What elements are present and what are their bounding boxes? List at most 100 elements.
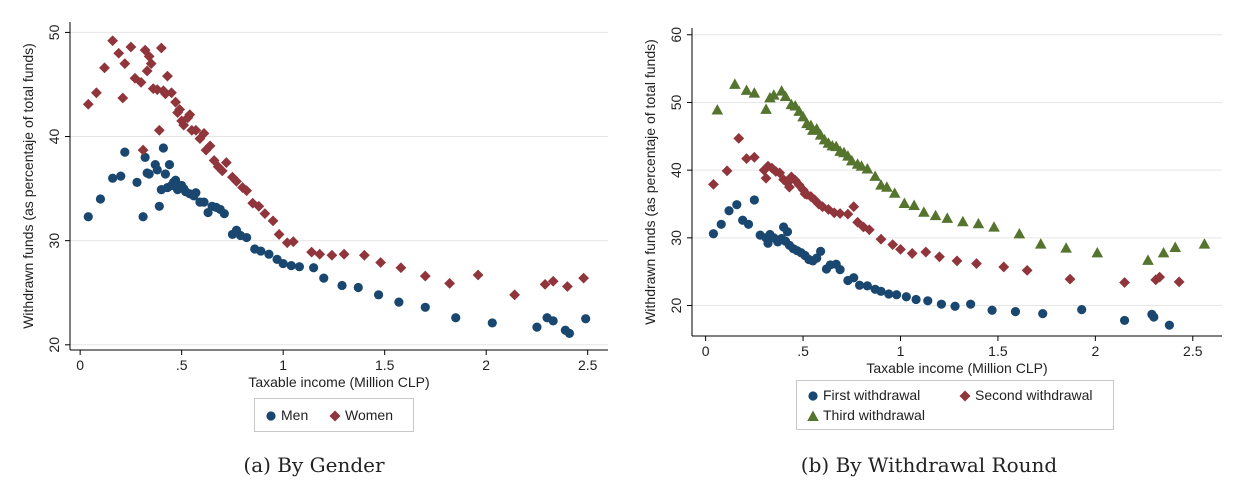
second-withdrawal-point [934, 251, 945, 263]
women-point [227, 171, 238, 183]
women-point [267, 215, 279, 227]
women-point [125, 41, 137, 53]
men-point [138, 212, 148, 222]
women-point [162, 70, 173, 82]
first-withdrawal-point [987, 305, 997, 315]
women-point [326, 249, 338, 261]
third-withdrawal-point [711, 104, 724, 115]
legend-label-women: Women [345, 407, 393, 423]
women-point [539, 279, 551, 290]
women-point [166, 87, 177, 99]
first-withdrawal-point [911, 294, 921, 305]
women-point [170, 96, 181, 108]
women-point [194, 133, 206, 145]
men-point [164, 160, 175, 170]
first-withdrawal-point [936, 299, 947, 309]
first-withdrawal-point [763, 238, 773, 248]
women-point [253, 200, 265, 212]
x-tick-label: 1 [279, 357, 287, 373]
chart-withdrawal-round: 0 .5 1 1.5 2 2.5 20 30 40 50 60 Taxable income (Mil… [642, 27, 1222, 376]
women-point [190, 124, 202, 136]
third-withdrawal-point [918, 206, 930, 217]
second-withdrawal-point [906, 248, 918, 259]
women-point [578, 272, 590, 284]
men-point [120, 147, 130, 157]
second-withdrawal-point [741, 153, 752, 165]
y-tick-label: 50 [46, 24, 62, 40]
women-point [145, 58, 157, 70]
first-withdrawal-point [1149, 312, 1159, 322]
first-withdrawal-point [854, 280, 865, 290]
second-withdrawal-point [784, 181, 795, 193]
men-point [152, 165, 162, 175]
men-point [294, 262, 305, 272]
women-point [444, 277, 456, 289]
second-withdrawal-point [1119, 277, 1130, 288]
y-tick-label: 20 [668, 298, 684, 314]
diamond-marker-icon [329, 410, 341, 422]
third-withdrawal-point [1169, 241, 1182, 252]
second-withdrawal-point [797, 184, 809, 196]
second-withdrawal-point [778, 174, 789, 186]
second-withdrawal-point [708, 178, 719, 190]
women-point [259, 208, 271, 219]
men-point [154, 201, 164, 211]
third-withdrawal-point [1142, 254, 1154, 265]
legend-withdrawal-round: First withdrawal Second withdrawal Third… [796, 380, 1114, 430]
y-tick-label: 50 [668, 94, 684, 110]
chart-panel-gender: 0 .5 1 1.5 2 2.5 20 30 40 50 Taxable income (Milli… [8, 0, 620, 446]
men-point [451, 313, 461, 323]
x-tick-label: 1.5 [375, 357, 395, 373]
second-withdrawal-point [858, 221, 869, 233]
women-point [135, 76, 147, 88]
first-withdrawal-point [901, 292, 911, 302]
x-axis-title: Taxable income (Million CLP) [866, 360, 1047, 376]
third-withdrawal-point [929, 209, 942, 221]
men-point [170, 175, 181, 185]
first-withdrawal-point [1164, 320, 1174, 330]
caption-by-withdrawal-round: (b) By Withdrawal Round [800, 453, 1058, 477]
caption-by-gender: (a) By Gender [243, 453, 385, 477]
third-withdrawal-point [845, 154, 858, 166]
men-point [256, 246, 266, 256]
third-withdrawal-point [1198, 238, 1211, 249]
women-point [561, 281, 573, 292]
women-point [117, 92, 129, 104]
second-withdrawal-point [920, 246, 932, 258]
women-point [119, 58, 131, 70]
third-withdrawal-point [797, 110, 809, 122]
second-withdrawal-point [813, 198, 825, 210]
first-withdrawal-point [1038, 309, 1048, 319]
third-withdrawal-point [881, 181, 893, 192]
men-point [278, 258, 288, 269]
legend-gender: Men Women [254, 398, 414, 432]
men-point [191, 188, 201, 198]
second-withdrawal-point [848, 201, 860, 213]
first-withdrawal-point [716, 219, 726, 229]
women-point [153, 124, 165, 136]
men-point [286, 261, 296, 271]
legend-label-second-withdrawal: Second withdrawal [975, 387, 1093, 403]
legend-label-first-withdrawal: First withdrawal [823, 387, 921, 403]
men-point [132, 177, 142, 187]
first-withdrawal-point [862, 281, 872, 291]
women-point [231, 175, 242, 187]
men-point [108, 173, 118, 183]
women-point [82, 98, 94, 110]
first-withdrawal-point [950, 301, 960, 311]
second-withdrawal-point [758, 164, 770, 176]
women-point [107, 35, 119, 47]
men-point [564, 328, 575, 338]
women-point [113, 47, 125, 59]
men-point [394, 297, 404, 307]
women-point [174, 104, 186, 115]
women-point [141, 65, 153, 77]
men-point [199, 197, 209, 207]
x-tick-label: 0 [702, 343, 710, 359]
first-withdrawal-point [891, 290, 902, 300]
women-point [143, 50, 155, 62]
women-point [419, 270, 431, 282]
y-tick-label: 30 [668, 230, 684, 246]
third-withdrawal-point [972, 217, 985, 229]
second-withdrawal-point [785, 171, 797, 183]
